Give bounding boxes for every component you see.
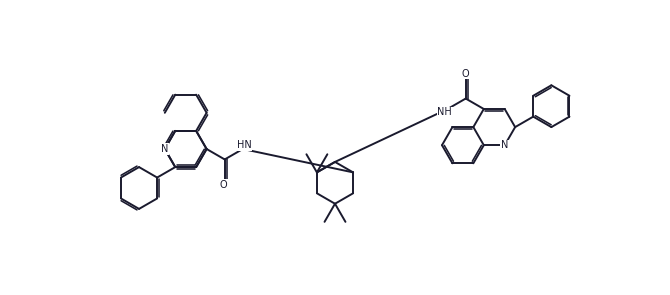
Text: O: O	[220, 180, 228, 190]
Text: HN: HN	[237, 140, 252, 150]
Text: NH: NH	[438, 107, 452, 117]
Text: N: N	[501, 140, 509, 150]
Text: N: N	[161, 144, 168, 154]
Text: O: O	[462, 69, 470, 79]
